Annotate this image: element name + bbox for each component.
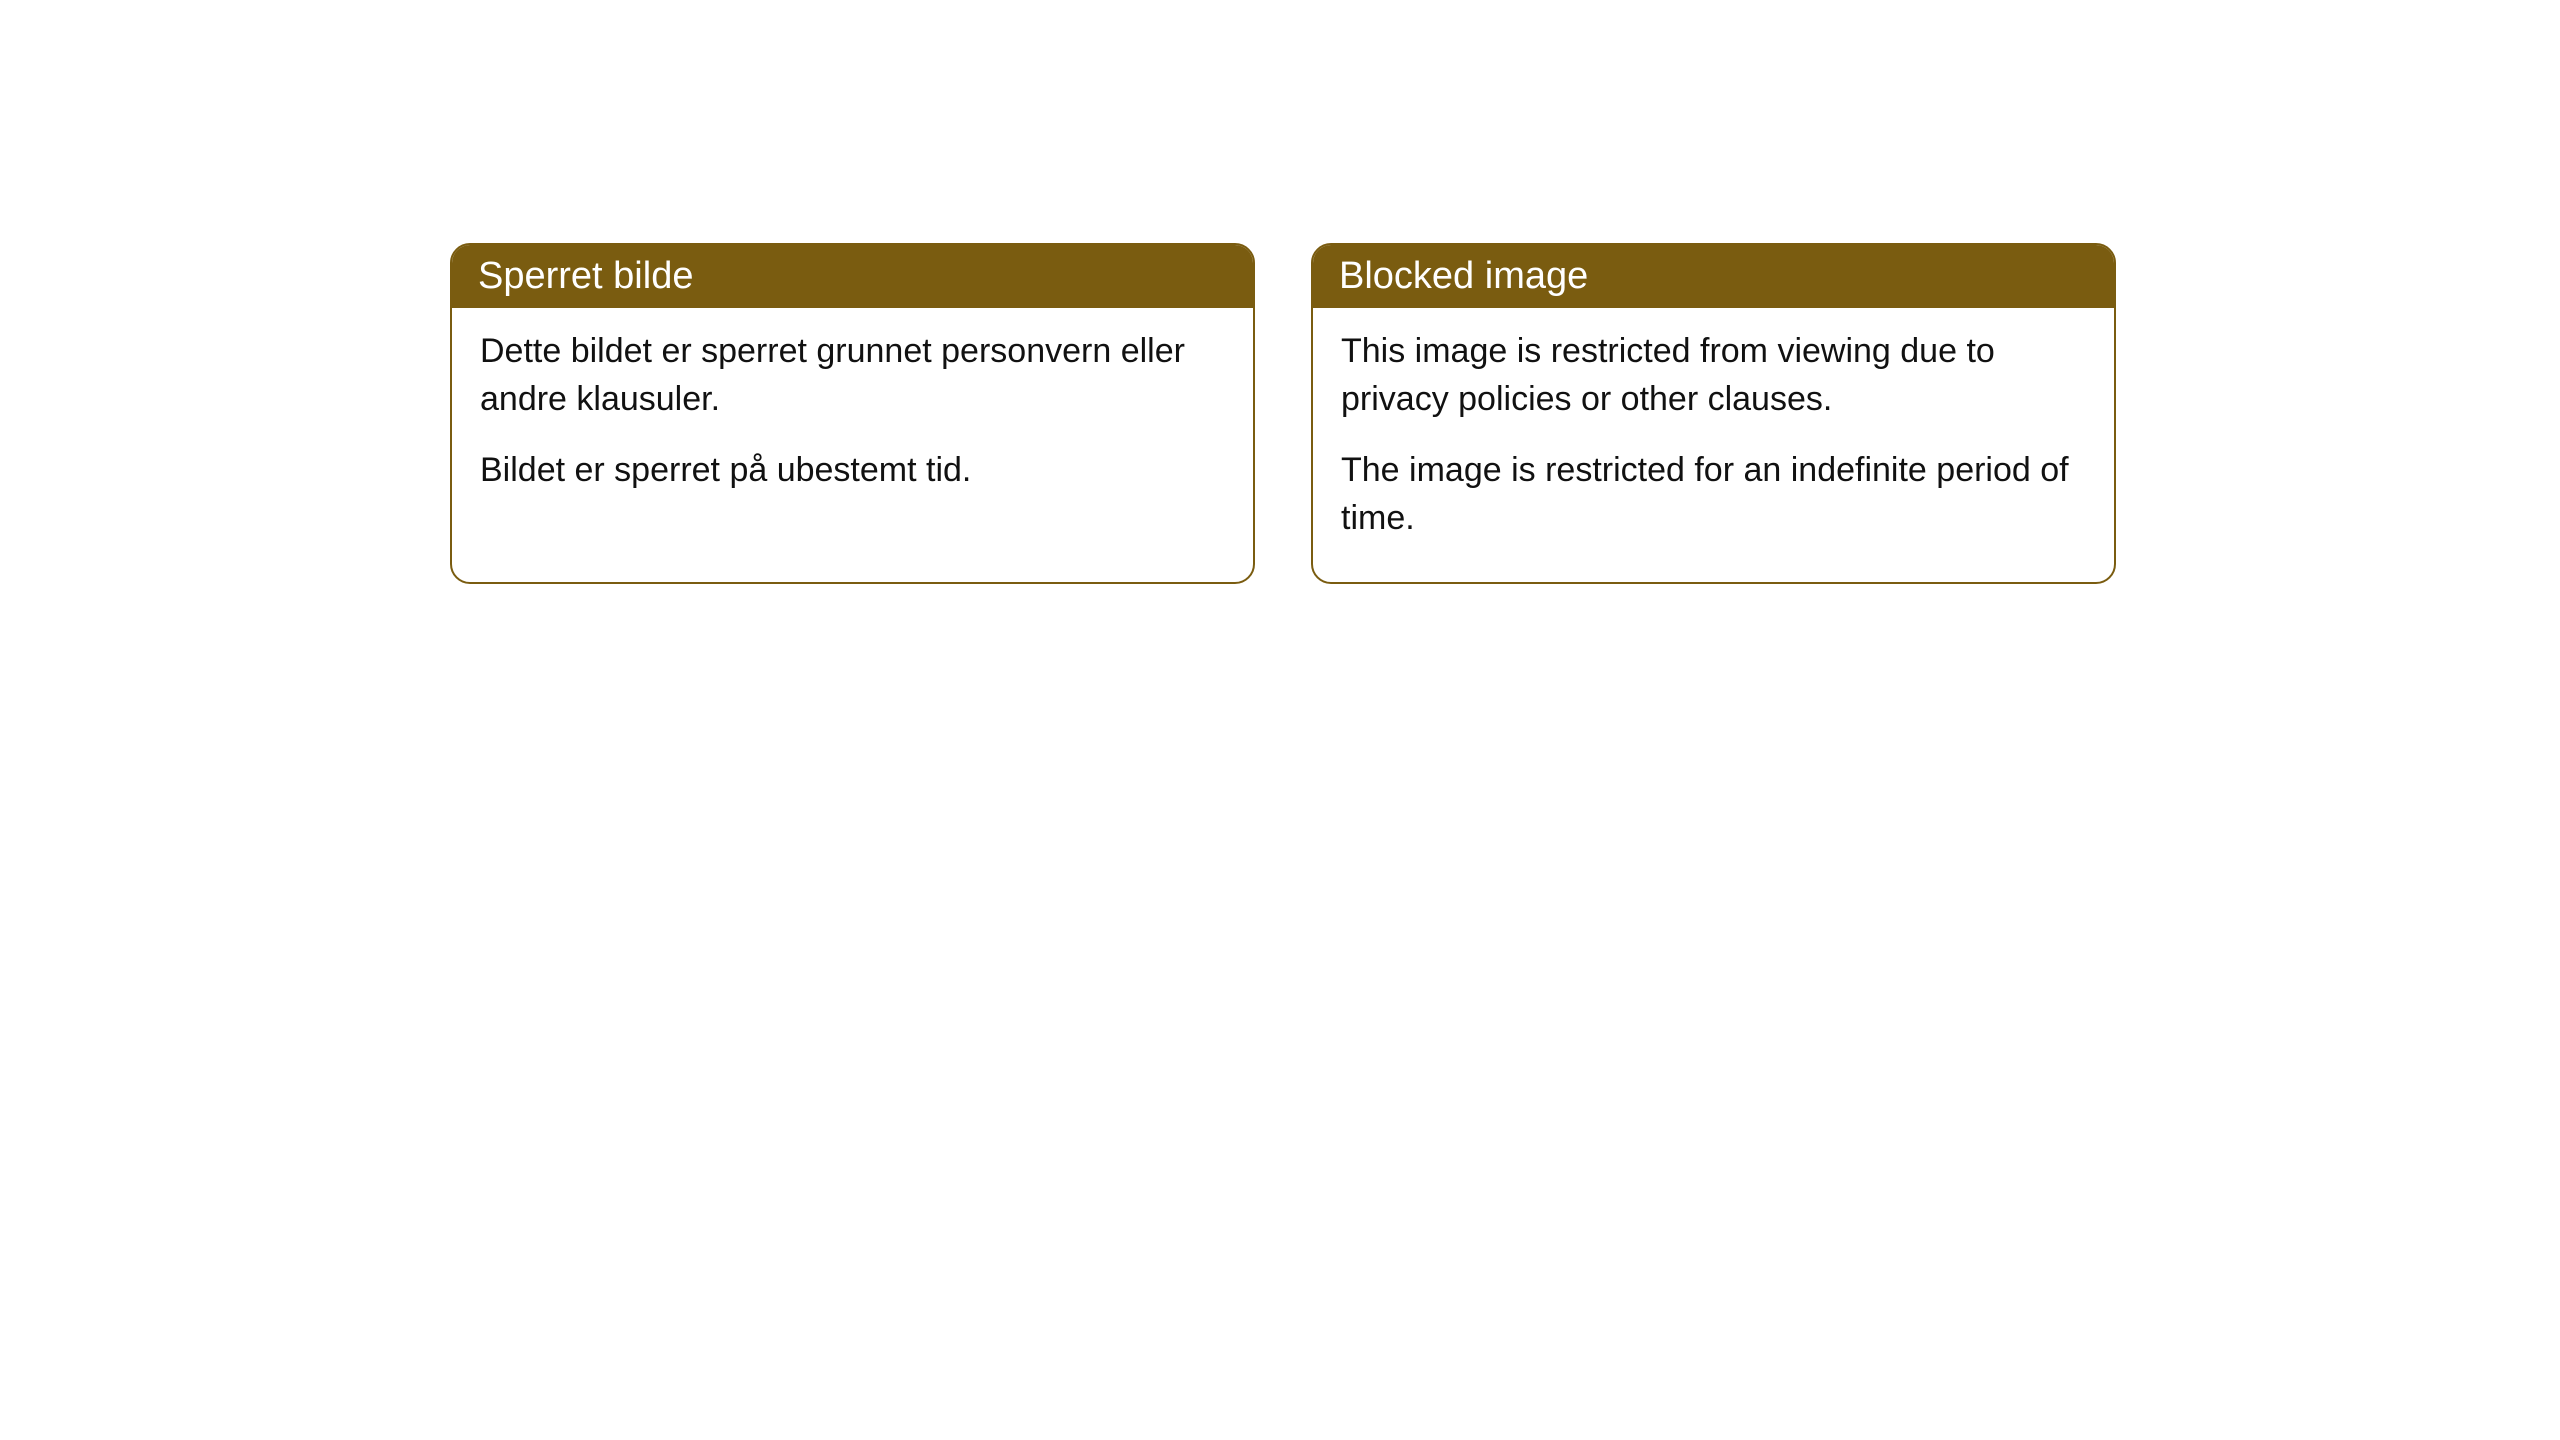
notice-card-english: Blocked image This image is restricted f… (1311, 243, 2116, 584)
notice-card-norwegian: Sperret bilde Dette bildet er sperret gr… (450, 243, 1255, 584)
card-title: Blocked image (1339, 255, 1588, 297)
card-header-norwegian: Sperret bilde (452, 245, 1253, 308)
card-body-english: This image is restricted from viewing du… (1313, 308, 2114, 582)
notice-cards-container: Sperret bilde Dette bildet er sperret gr… (450, 243, 2116, 584)
card-body-norwegian: Dette bildet er sperret grunnet personve… (452, 308, 1253, 535)
card-paragraph: Dette bildet er sperret grunnet personve… (480, 328, 1225, 423)
card-header-english: Blocked image (1313, 245, 2114, 308)
card-paragraph: The image is restricted for an indefinit… (1341, 447, 2086, 542)
card-paragraph: This image is restricted from viewing du… (1341, 328, 2086, 423)
card-paragraph: Bildet er sperret på ubestemt tid. (480, 447, 1225, 495)
card-title: Sperret bilde (478, 255, 693, 297)
